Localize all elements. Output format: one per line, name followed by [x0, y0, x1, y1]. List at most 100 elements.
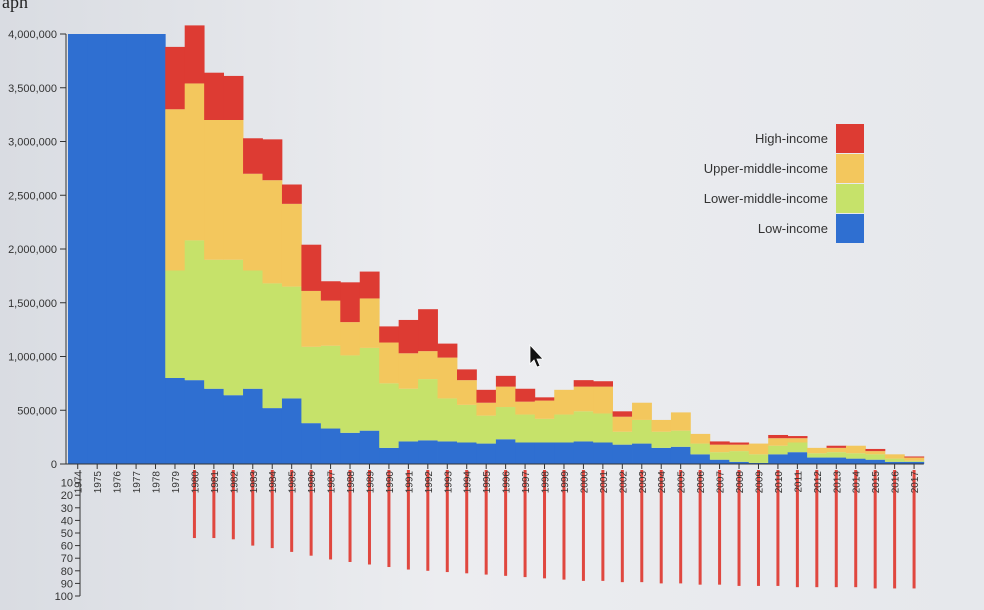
bar-lower-middle-income-1981 [204, 259, 224, 389]
x-tick-label: 1981 [210, 471, 221, 494]
x-axis: 1974 1975 1976 1977 1978 1979 1980 1981 1982 1983… [66, 463, 924, 494]
bar-high-income-1979 [165, 46, 186, 110]
x-tick-label: 2010 [774, 471, 785, 494]
bar-low-income-2009 [748, 462, 769, 464]
bar-low-income-1981 [204, 388, 224, 464]
bar-high-income-2002 [612, 411, 633, 417]
lower-bar-1998 [543, 470, 547, 579]
bar-lower-middle-income-2008 [729, 451, 750, 462]
bar-lower-middle-income-1997 [515, 414, 536, 443]
bar-upper-middle-income-1980 [184, 83, 205, 241]
bar-lower-middle-income-2004 [651, 431, 672, 448]
bar-upper-middle-income-2017 [904, 457, 925, 461]
bar-low-income-1976 [106, 34, 127, 464]
x-tick-label: 2017 [910, 471, 921, 494]
bar-low-income-2017 [904, 461, 925, 464]
bar-high-income-2001 [593, 381, 613, 387]
bar-upper-middle-income-1994 [457, 380, 477, 405]
legend-swatch [836, 214, 864, 243]
bar-lower-middle-income-1980 [184, 240, 205, 381]
bar-low-income-2013 [826, 457, 847, 464]
bar-upper-middle-income-1979 [165, 109, 186, 271]
bar-high-income-1992 [418, 309, 438, 352]
bar-high-income-1988 [340, 282, 361, 323]
lower-tick-label: 10 [61, 478, 73, 490]
bar-low-income-1995 [476, 443, 497, 464]
lower-bar-1982 [231, 470, 235, 540]
bar-low-income-1975 [87, 34, 108, 464]
bar-low-income-2002 [612, 444, 633, 464]
x-tick-label: 2012 [813, 471, 824, 494]
x-tick-label: 2005 [677, 471, 688, 494]
bar-low-income-1987 [320, 428, 341, 464]
x-tick-label: 1988 [346, 471, 357, 494]
lower-bar-2007 [718, 470, 722, 585]
bar-lower-middle-income-2013 [826, 452, 847, 458]
x-tick-label: 1999 [560, 471, 571, 494]
bar-low-income-2015 [865, 459, 886, 464]
bar-lower-middle-income-1979 [165, 270, 186, 378]
lower-bar-1980 [192, 470, 196, 539]
lower-bar-1988 [348, 470, 352, 562]
bar-lower-middle-income-2001 [593, 413, 613, 443]
bar-low-income-1988 [340, 432, 361, 464]
bar-upper-middle-income-2016 [884, 454, 905, 459]
bar-lower-middle-income-1986 [301, 346, 322, 424]
legend-label: Low-income [758, 221, 828, 236]
bar-low-income-1977 [126, 34, 147, 464]
bar-high-income-2011 [787, 436, 808, 439]
bar-low-income-2012 [807, 457, 827, 464]
bars-layer [68, 25, 925, 464]
x-tick-label: 1978 [152, 471, 163, 494]
x-tick-label: 2013 [832, 471, 843, 494]
bar-low-income-2003 [632, 443, 652, 464]
x-tick-label: 1991 [404, 471, 415, 494]
legend-label: High-income [755, 131, 828, 146]
lower-bar-2002 [620, 470, 624, 583]
x-tick-label: 2000 [579, 471, 590, 494]
y-tick-label: 4,000,000 [8, 29, 57, 41]
x-tick-label: 2002 [618, 471, 629, 494]
x-tick-label: 2014 [852, 471, 863, 494]
lower-tick-label: 90 [61, 578, 73, 590]
bar-low-income-2006 [690, 454, 711, 464]
bar-low-income-2010 [768, 454, 789, 464]
bar-high-income-2007 [709, 441, 730, 445]
bar-low-income-1993 [437, 441, 458, 464]
bar-high-income-1980 [184, 25, 205, 84]
lower-bar-2010 [776, 470, 780, 586]
bar-high-income-1996 [495, 375, 516, 387]
bar-low-income-1999 [554, 442, 575, 464]
y-tick-label: 1,500,000 [8, 298, 57, 310]
bar-lower-middle-income-1991 [398, 388, 419, 442]
bar-lower-middle-income-2003 [632, 419, 652, 444]
lower-bar-1996 [504, 470, 508, 576]
lower-bar-2003 [640, 470, 644, 583]
bar-upper-middle-income-1992 [418, 351, 438, 380]
lower-bar-2015 [873, 470, 877, 589]
x-tick-label: 2011 [793, 471, 804, 493]
bar-low-income-1994 [457, 442, 477, 464]
bar-lower-middle-income-2009 [748, 454, 769, 463]
bar-low-income-1989 [359, 430, 380, 464]
x-tick-label: 1993 [443, 471, 454, 494]
bar-high-income-1986 [301, 244, 322, 291]
bar-lower-middle-income-2010 [768, 445, 789, 455]
lower-tick-label: 40 [61, 515, 73, 527]
bar-high-income-2017 [904, 456, 925, 458]
lower-bar-1989 [367, 470, 371, 565]
bar-lower-middle-income-2014 [846, 453, 866, 459]
lower-tick-label: 70 [61, 553, 73, 565]
bar-lower-middle-income-1982 [223, 259, 244, 396]
lower-bar-1994 [465, 470, 469, 574]
x-tick-label: 1992 [424, 471, 435, 494]
bar-high-income-1989 [359, 271, 380, 299]
x-tick-label: 1998 [541, 471, 552, 494]
bar-high-income-1994 [457, 369, 477, 381]
bar-upper-middle-income-1981 [204, 120, 224, 260]
bar-low-income-1984 [262, 408, 283, 464]
y-tick-label: 3,000,000 [8, 137, 57, 149]
bar-upper-middle-income-2012 [807, 447, 827, 454]
bar-high-income-2015 [865, 448, 886, 452]
x-tick-label: 2006 [696, 471, 707, 494]
